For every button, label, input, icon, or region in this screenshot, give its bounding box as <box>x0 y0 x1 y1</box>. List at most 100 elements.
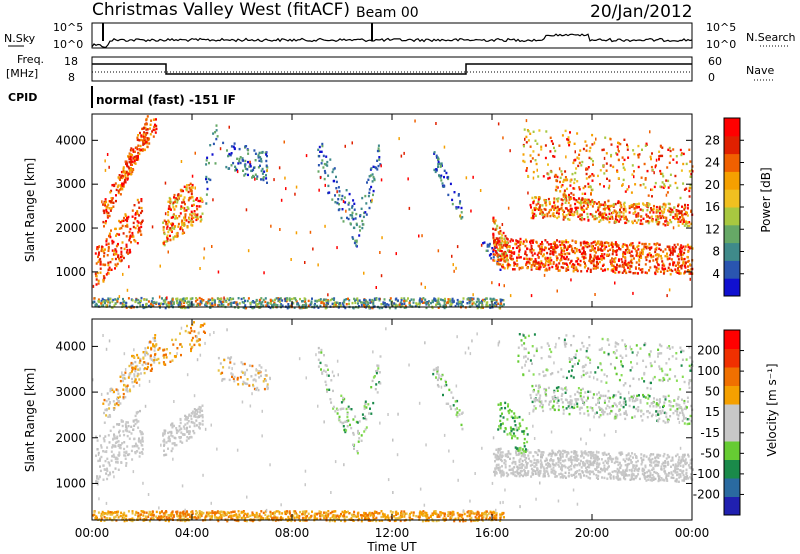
range-cell <box>598 205 601 208</box>
range-cell <box>571 247 574 250</box>
range-cell <box>490 299 493 302</box>
range-cell <box>577 164 580 168</box>
range-cell <box>146 137 149 140</box>
range-cell <box>217 270 220 274</box>
range-cell <box>99 267 102 270</box>
range-cell <box>605 217 608 220</box>
range-cell <box>510 254 513 258</box>
range-cell <box>603 212 606 215</box>
range-cell <box>459 214 462 218</box>
range-cell <box>243 373 246 376</box>
range-cell <box>253 378 256 381</box>
range-cell <box>359 301 362 304</box>
range-cell <box>602 256 605 259</box>
range-cell <box>132 428 135 431</box>
range-cell <box>368 175 371 178</box>
range-cell <box>561 173 564 176</box>
range-cell <box>145 132 148 135</box>
range-cell <box>492 227 495 231</box>
range-cell <box>196 298 199 301</box>
range-cell <box>124 171 127 175</box>
range-cell <box>517 241 520 244</box>
range-cell <box>141 127 144 131</box>
range-cell <box>619 208 621 211</box>
range-cell <box>102 220 105 224</box>
range-cell <box>545 199 548 203</box>
range-cell <box>180 431 183 434</box>
range-cell <box>635 261 638 264</box>
range-cell <box>257 370 260 373</box>
range-cell <box>369 301 372 304</box>
range-cell <box>591 188 594 191</box>
range-cell <box>598 457 600 461</box>
range-cell <box>364 211 367 214</box>
range-cell <box>127 453 129 457</box>
range-cell <box>470 209 472 213</box>
range-cell <box>178 425 181 428</box>
range-cell <box>179 332 181 335</box>
range-cell <box>368 298 371 302</box>
range-cell <box>653 185 656 189</box>
range-cell <box>383 301 386 305</box>
range-cell <box>563 257 566 260</box>
range-cell <box>290 258 292 261</box>
range-cell <box>271 304 273 307</box>
range-cell <box>418 299 421 302</box>
range-cell <box>545 259 548 262</box>
range-cell <box>498 258 501 262</box>
range-cell <box>492 219 495 222</box>
range-cell <box>99 271 102 274</box>
range-cell <box>672 216 675 219</box>
range-cell <box>549 136 552 139</box>
range-cell <box>589 260 592 264</box>
range-cell <box>190 421 193 424</box>
range-cell <box>336 301 339 304</box>
range-cell <box>366 300 369 304</box>
range-cell <box>609 259 612 262</box>
range-cell <box>605 169 608 172</box>
range-cell <box>616 170 619 173</box>
range-cell <box>108 234 110 238</box>
range-cell <box>258 302 261 305</box>
range-cell <box>98 475 101 478</box>
range-cell <box>548 176 551 180</box>
range-cell <box>570 192 573 195</box>
range-cell <box>656 253 659 256</box>
range-cell <box>516 264 519 267</box>
range-cell <box>344 430 347 434</box>
range-cell <box>649 473 652 477</box>
range-cell <box>379 251 381 254</box>
range-cell <box>117 443 120 447</box>
range-cell <box>134 360 137 364</box>
range-cell <box>612 211 614 214</box>
range-cell <box>504 240 507 243</box>
range-cell <box>125 170 128 174</box>
range-cell <box>102 402 105 405</box>
colorbar-tick-label: 12 <box>705 222 720 236</box>
range-cell <box>125 464 128 467</box>
range-cell <box>222 303 225 307</box>
range-cell <box>403 302 406 305</box>
range-cell <box>518 248 521 251</box>
range-cell <box>112 201 115 204</box>
range-cell <box>185 188 188 191</box>
range-cell <box>179 227 182 231</box>
range-cell <box>106 457 109 460</box>
range-cell <box>486 245 489 248</box>
range-cell <box>533 207 536 210</box>
range-cell <box>686 224 689 228</box>
range-cell <box>549 261 552 264</box>
range-cell <box>140 296 143 300</box>
range-cell <box>454 400 457 403</box>
range-cell <box>525 119 528 123</box>
range-cell <box>480 301 483 304</box>
range-cell <box>560 204 563 207</box>
range-cell <box>676 471 679 474</box>
range-cell <box>199 325 202 328</box>
range-cell <box>190 214 193 217</box>
range-cell <box>665 219 668 222</box>
range-cell <box>679 272 682 275</box>
range-cell <box>110 459 113 462</box>
range-cell <box>501 263 504 267</box>
range-cell <box>266 166 269 169</box>
